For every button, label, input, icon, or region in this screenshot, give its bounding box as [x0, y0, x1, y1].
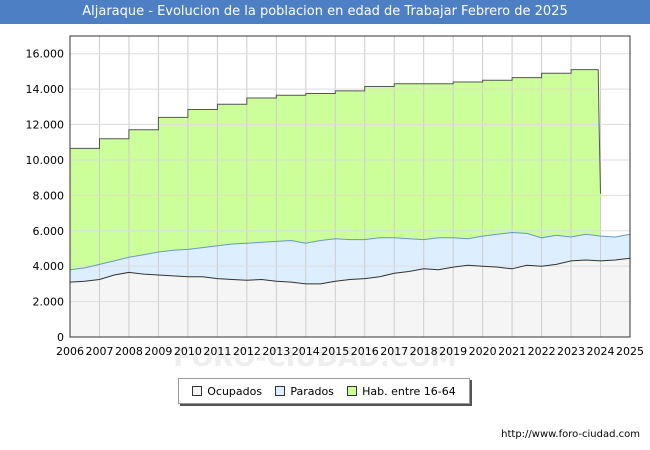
y-tick-label-5: 10.000 — [26, 154, 65, 167]
x-tick-label-10: 2016 — [351, 345, 379, 358]
x-tick-label-0: 2006 — [56, 345, 84, 358]
line-series-1 — [69, 231, 631, 271]
x-tick-label-12: 2018 — [410, 345, 438, 358]
x-tick-label-16: 2022 — [528, 345, 556, 358]
x-tick-label-18: 2024 — [587, 345, 615, 358]
x-tick-label-4: 2010 — [174, 345, 202, 358]
x-tick-label-7: 2013 — [262, 345, 290, 358]
legend-swatch-parados — [275, 386, 286, 396]
legend-swatch-habitantes — [347, 386, 358, 396]
x-tick-label-17: 2023 — [557, 345, 585, 358]
x-tick-label-1: 2007 — [85, 345, 113, 358]
chart-legend: Ocupados Parados Hab. entre 16-64 — [178, 378, 470, 404]
x-tick-label-5: 2011 — [203, 345, 231, 358]
y-tick-label-2: 4.000 — [33, 260, 65, 273]
chart-title: Aljaraque - Evolucion de la poblacion en… — [0, 0, 650, 24]
line-series-2 — [69, 257, 631, 285]
y-tick-label-3: 6.000 — [33, 225, 65, 238]
y-tick-label-6: 12.000 — [26, 119, 65, 132]
x-tick-label-9: 2015 — [321, 345, 349, 358]
legend-label-habitantes: Hab. entre 16-64 — [362, 384, 456, 398]
y-tick-label-4: 8.000 — [33, 189, 65, 202]
y-tick-label-0: 0 — [57, 331, 64, 344]
legend-item-parados: Parados — [275, 385, 334, 398]
legend-item-ocupados: Ocupados — [192, 385, 262, 398]
legend-swatch-ocupados — [192, 386, 203, 396]
x-tick-label-14: 2020 — [469, 345, 497, 358]
y-tick-label-8: 16.000 — [26, 48, 65, 61]
x-tick-label-19: 2025 — [616, 345, 644, 358]
plot-frame — [69, 35, 631, 338]
x-tick-label-8: 2014 — [292, 345, 320, 358]
line-series-0 — [70, 69, 601, 194]
chart-svg: FORO-CIUDAD.COM 0 2.000 4.000 6.000 8.000 10.0… — [26, 35, 644, 373]
legend-item-habitantes: Hab. entre 16-64 — [347, 385, 456, 398]
x-tick-label-15: 2021 — [498, 345, 526, 358]
x-tick-label-6: 2012 — [233, 345, 261, 358]
legend-label-ocupados: Ocupados — [207, 384, 263, 398]
y-tick-label-1: 2.000 — [33, 296, 65, 309]
x-tick-label-3: 2009 — [144, 345, 172, 358]
x-tick-label-2: 2008 — [115, 345, 143, 358]
y-tick-label-7: 14.000 — [26, 83, 65, 96]
x-tick-label-13: 2019 — [439, 345, 467, 358]
legend-label-parados: Parados — [290, 384, 334, 398]
source-url[interactable]: http://www.foro-ciudad.com — [501, 429, 640, 440]
x-tick-label-11: 2017 — [380, 345, 408, 358]
watermark-text: FORO-CIUDAD.COM — [173, 343, 456, 373]
